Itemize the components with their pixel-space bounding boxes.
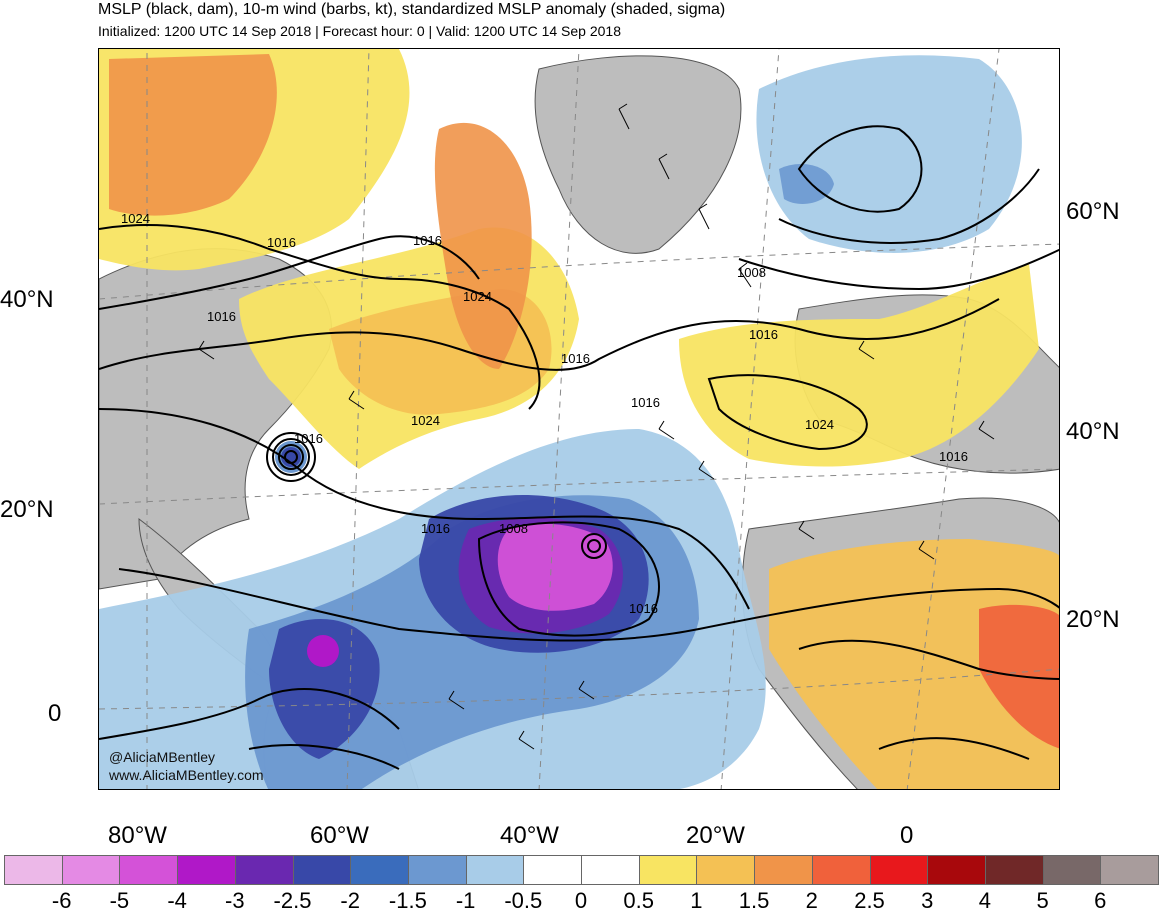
contour-label: 1024	[463, 289, 492, 304]
mid-atlantic-low-core	[281, 447, 301, 467]
lat-label-right: 60°N	[1066, 198, 1120, 225]
isobar-contours	[99, 125, 1059, 770]
colorbar	[4, 855, 1160, 885]
colorbar-label: 5	[1036, 888, 1049, 913]
contour-label-group: 1024 1016 1016 1016 1024 1016 1008 1016 …	[121, 211, 968, 616]
credit-handle: @AliciaMBentley	[109, 749, 216, 765]
colorbar-label: 4	[978, 888, 992, 913]
colorbar-box	[638, 855, 698, 885]
lat-label-left: 40°N	[0, 286, 54, 313]
colorbar-box	[465, 855, 525, 885]
lat-label-right: 40°N	[1066, 418, 1120, 445]
colorbar-box	[1042, 855, 1102, 885]
iceland-core-anomaly	[779, 164, 834, 204]
colorbar-box	[754, 855, 813, 885]
contour-label: 1016	[939, 449, 968, 464]
lon-label: 20°W	[686, 822, 745, 849]
lat-label-left: 20°N	[0, 496, 54, 523]
contour-label: 1008	[499, 521, 528, 536]
contour-label: 1016	[631, 395, 660, 410]
lon-label: 80°W	[108, 822, 167, 849]
colorbar-box	[523, 855, 583, 885]
lon-label: 60°W	[310, 822, 369, 849]
lat-label-left: 0	[48, 700, 62, 727]
lon-label: 0	[900, 822, 914, 849]
greenland-land	[534, 55, 742, 254]
colorbar-label: 2.5	[854, 888, 885, 913]
azores-positive-anomaly	[679, 264, 1039, 467]
wind-barbs	[198, 103, 995, 750]
canada-orange-anomaly	[109, 54, 277, 216]
colorbar-box	[811, 855, 871, 885]
isaac-core-anomaly	[307, 635, 339, 667]
map-canvas: 1024 1016 1016 1016 1024 1016 1008 1016 …	[99, 49, 1059, 789]
florence-core-anomaly	[497, 523, 613, 611]
colorbar-box	[869, 855, 929, 885]
colorbar-label: -3	[225, 888, 245, 913]
colorbar-label: 1.5	[738, 888, 770, 913]
colorbar-label: 1	[690, 888, 703, 913]
colorbar-box	[350, 855, 409, 885]
isaac-storm-anomaly	[269, 619, 380, 759]
colorbar-box	[696, 855, 756, 885]
contour-label: 1024	[411, 413, 440, 428]
colorbar-label: -6	[51, 888, 72, 913]
contour-label: 1016	[413, 233, 442, 248]
colorbar-box	[927, 855, 986, 885]
contour-label: 1016	[561, 351, 590, 366]
contour-label: 1016	[629, 601, 658, 616]
colorbar-label: -1	[455, 888, 476, 913]
colorbar-label: -2.5	[273, 888, 312, 913]
colorbar-box	[4, 855, 63, 885]
lon-label: 40°W	[500, 822, 559, 849]
lat-label-right: 20°N	[1066, 606, 1120, 633]
colorbar-label: 2	[805, 888, 818, 913]
colorbar-box	[61, 855, 121, 885]
credit-url[interactable]: www.AliciaMBentley.com	[109, 767, 264, 783]
map-title: MSLP (black, dam), 10-m wind (barbs, kt)…	[98, 1, 726, 18]
colorbar-label: 0.5	[623, 888, 654, 913]
colorbar-box	[1100, 855, 1160, 885]
africa-positive-anomaly	[769, 539, 1059, 789]
contour-label: 1016	[421, 521, 450, 536]
colorbar-label: 3	[921, 888, 934, 913]
colorbar-box	[984, 855, 1044, 885]
contour-label: 1024	[121, 211, 150, 226]
contour-label: 1016	[267, 235, 296, 250]
iceland-negative-anomaly	[756, 55, 1022, 253]
colorbar-box	[177, 855, 236, 885]
contour-label: 1024	[805, 417, 834, 432]
contour-label: 1008	[737, 265, 766, 280]
colorbar-box	[407, 855, 467, 885]
colorbar-label: -4	[167, 888, 187, 913]
contour-label: 1016	[294, 431, 323, 446]
colorbar-label: 6	[1094, 888, 1107, 913]
graticule	[99, 49, 1059, 789]
contour-label: 1016	[207, 309, 236, 324]
colorbar-box	[292, 855, 352, 885]
map-subtitle: Initialized: 1200 UTC 14 Sep 2018 | Fore…	[98, 23, 621, 39]
colorbar-label: -1.5	[388, 888, 427, 913]
colorbar-box	[234, 855, 294, 885]
colorbar-box	[119, 855, 179, 885]
contour-label: 1016	[749, 327, 778, 342]
colorbar-label: -2	[340, 888, 360, 913]
colorbar-label: -0.5	[504, 888, 543, 913]
colorbar-label: -5	[109, 888, 130, 913]
colorbar-box	[581, 855, 640, 885]
colorbar-label: 0	[574, 888, 588, 913]
map-panel: 1024 1016 1016 1016 1024 1016 1008 1016 …	[98, 48, 1060, 790]
